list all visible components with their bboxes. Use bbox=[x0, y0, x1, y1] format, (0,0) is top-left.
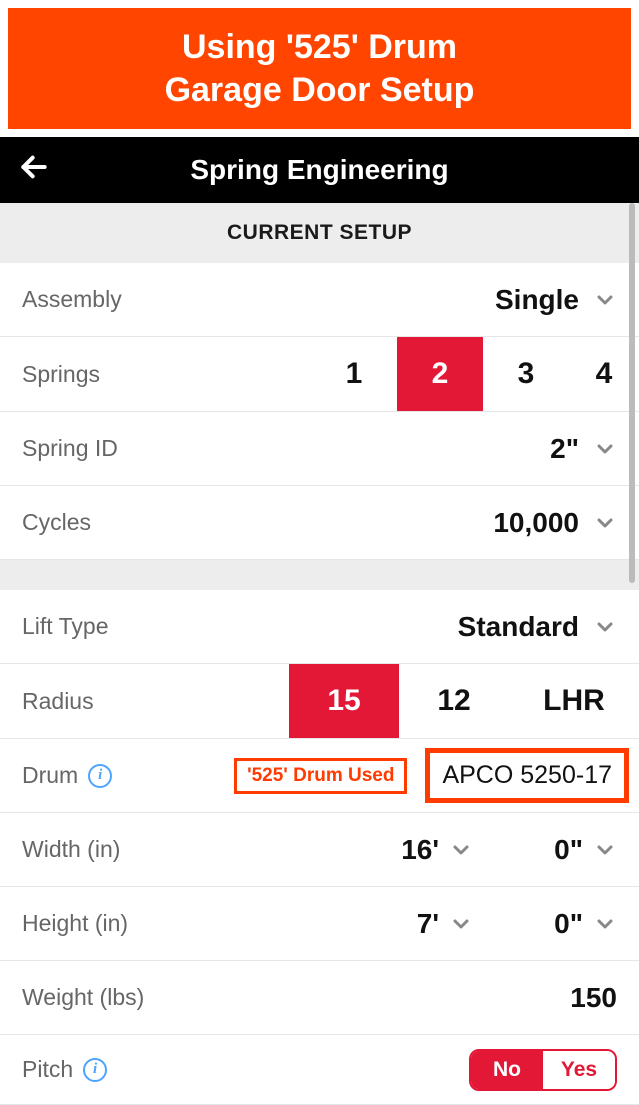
drum-label: Drum i bbox=[22, 762, 112, 789]
radius-option-15[interactable]: 15 bbox=[289, 664, 399, 738]
chevron-down-icon[interactable] bbox=[593, 838, 617, 862]
height-label: Height (in) bbox=[22, 910, 128, 937]
spring-id-value: 2" bbox=[550, 433, 579, 465]
back-button[interactable] bbox=[18, 151, 50, 189]
drum-value: APCO 5250-17 bbox=[425, 748, 629, 803]
info-icon[interactable]: i bbox=[88, 764, 112, 788]
assembly-value: Single bbox=[495, 284, 579, 316]
info-icon[interactable]: i bbox=[83, 1058, 107, 1082]
chevron-down-icon[interactable] bbox=[449, 912, 473, 936]
app-header: Spring Engineering bbox=[0, 137, 639, 203]
chevron-down-icon[interactable] bbox=[593, 912, 617, 936]
drum-label-text: Drum bbox=[22, 762, 78, 789]
row-width: Width (in) 16' 0" bbox=[0, 813, 639, 887]
pitch-label: Pitch i bbox=[22, 1056, 107, 1083]
radius-option-lhr[interactable]: LHR bbox=[509, 664, 639, 738]
radius-segmented: 15 12 LHR bbox=[289, 664, 639, 738]
springs-segmented: 1 2 3 4 bbox=[311, 337, 639, 411]
lift-type-value: Standard bbox=[458, 611, 579, 643]
height-inches-value[interactable]: 0" bbox=[533, 908, 583, 940]
springs-option-2[interactable]: 2 bbox=[397, 337, 483, 411]
banner-line1: Using '525' Drum bbox=[18, 26, 621, 69]
weight-label: Weight (lbs) bbox=[22, 984, 144, 1011]
pitch-label-text: Pitch bbox=[22, 1056, 73, 1083]
row-cycles[interactable]: Cycles 10,000 bbox=[0, 486, 639, 560]
spring-id-label: Spring ID bbox=[22, 435, 118, 462]
row-assembly[interactable]: Assembly Single bbox=[0, 263, 639, 337]
pitch-yes-button[interactable]: Yes bbox=[543, 1051, 615, 1089]
row-pitch: Pitch i No Yes bbox=[0, 1035, 639, 1105]
annotation-banner: Using '525' Drum Garage Door Setup bbox=[2, 2, 637, 135]
row-drum[interactable]: Drum i '525' Drum Used APCO 5250-17 bbox=[0, 739, 639, 813]
chevron-down-icon[interactable] bbox=[449, 838, 473, 862]
row-lift-type[interactable]: Lift Type Standard bbox=[0, 590, 639, 664]
page-title: Spring Engineering bbox=[190, 154, 448, 186]
row-height: Height (in) 7' 0" bbox=[0, 887, 639, 961]
cycles-label: Cycles bbox=[22, 509, 91, 536]
section-spacer bbox=[0, 560, 639, 590]
pitch-no-button[interactable]: No bbox=[471, 1051, 543, 1089]
lift-type-label: Lift Type bbox=[22, 613, 109, 640]
section-header: CURRENT SETUP bbox=[0, 203, 639, 263]
row-radius: Radius 15 12 LHR bbox=[0, 664, 639, 739]
row-spring-id[interactable]: Spring ID 2" bbox=[0, 412, 639, 486]
width-inches-value[interactable]: 0" bbox=[533, 834, 583, 866]
content-area: CURRENT SETUP Assembly Single Springs 1 … bbox=[0, 203, 639, 1105]
springs-label: Springs bbox=[22, 361, 100, 388]
width-feet-value[interactable]: 16' bbox=[389, 834, 439, 866]
springs-option-1[interactable]: 1 bbox=[311, 337, 397, 411]
weight-value: 150 bbox=[570, 982, 617, 1014]
row-springs: Springs 1 2 3 4 bbox=[0, 337, 639, 412]
assembly-label: Assembly bbox=[22, 286, 122, 313]
chevron-down-icon bbox=[593, 437, 617, 461]
radius-label: Radius bbox=[22, 688, 94, 715]
radius-option-12[interactable]: 12 bbox=[399, 664, 509, 738]
chevron-down-icon bbox=[593, 511, 617, 535]
chevron-down-icon bbox=[593, 615, 617, 639]
height-feet-value[interactable]: 7' bbox=[389, 908, 439, 940]
scrollbar[interactable] bbox=[629, 203, 635, 583]
width-label: Width (in) bbox=[22, 836, 120, 863]
drum-annotation-badge: '525' Drum Used bbox=[234, 758, 407, 794]
chevron-down-icon bbox=[593, 288, 617, 312]
pitch-toggle: No Yes bbox=[469, 1049, 617, 1091]
springs-option-3[interactable]: 3 bbox=[483, 337, 569, 411]
cycles-value: 10,000 bbox=[493, 507, 579, 539]
banner-line2: Garage Door Setup bbox=[18, 69, 621, 112]
